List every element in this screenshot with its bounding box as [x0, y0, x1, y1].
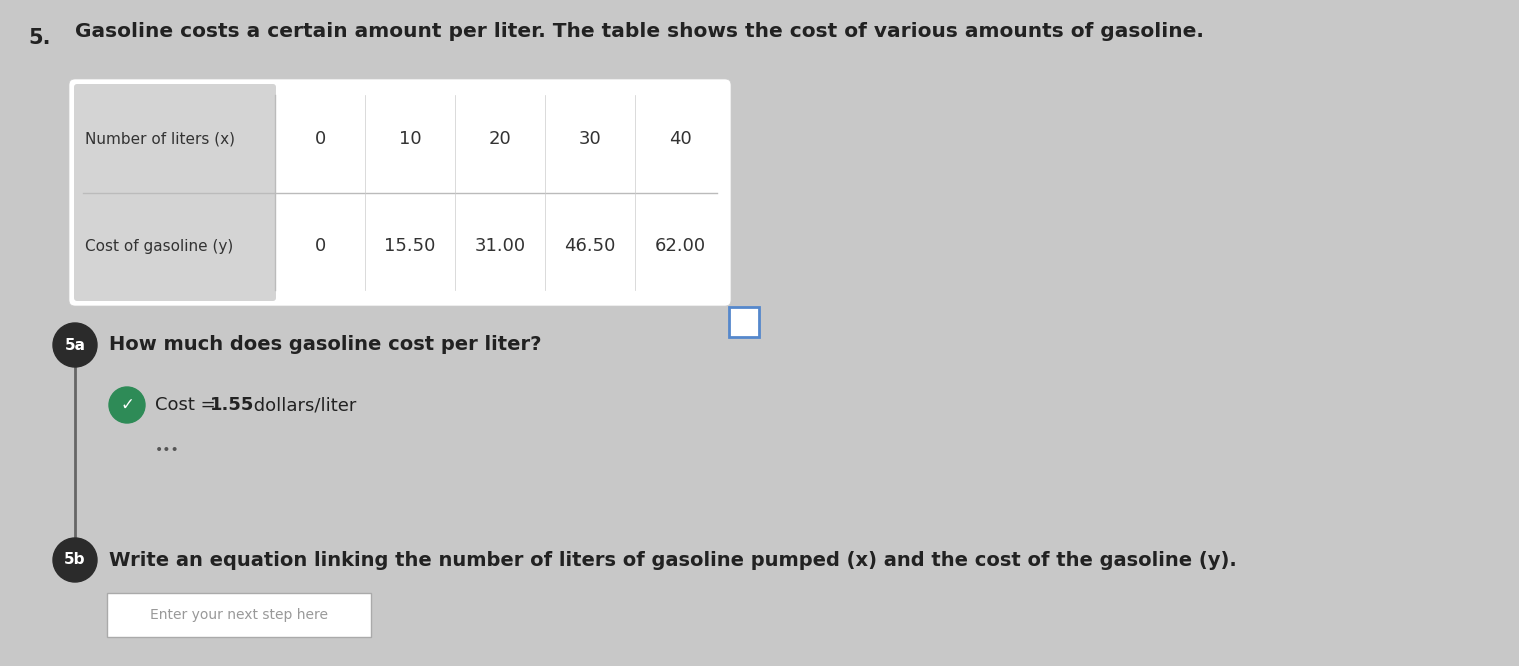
Text: 20: 20	[489, 130, 512, 148]
Text: 5a: 5a	[64, 338, 85, 352]
Text: ✓: ✓	[120, 396, 134, 414]
Circle shape	[53, 323, 97, 367]
Text: 46.50: 46.50	[565, 237, 615, 255]
Text: Enter your next step here: Enter your next step here	[150, 608, 328, 622]
Text: How much does gasoline cost per liter?: How much does gasoline cost per liter?	[109, 336, 541, 354]
FancyBboxPatch shape	[729, 307, 760, 337]
FancyBboxPatch shape	[74, 84, 276, 196]
Text: 1.55: 1.55	[210, 396, 254, 414]
Text: 31.00: 31.00	[474, 237, 526, 255]
FancyBboxPatch shape	[106, 593, 371, 637]
Text: 62.00: 62.00	[655, 237, 705, 255]
Text: 5b: 5b	[64, 553, 85, 567]
Text: 40: 40	[668, 130, 691, 148]
Text: 10: 10	[398, 130, 421, 148]
FancyBboxPatch shape	[74, 190, 276, 301]
Text: Number of liters (x): Number of liters (x)	[85, 131, 235, 147]
FancyBboxPatch shape	[68, 79, 731, 306]
Text: 0: 0	[314, 130, 325, 148]
Text: Cost =: Cost =	[155, 396, 222, 414]
Text: 0: 0	[314, 237, 325, 255]
Text: 30: 30	[579, 130, 602, 148]
Text: Gasoline costs a certain amount per liter. The table shows the cost of various a: Gasoline costs a certain amount per lite…	[74, 22, 1205, 41]
Circle shape	[53, 538, 97, 582]
Text: 15.50: 15.50	[384, 237, 436, 255]
Circle shape	[109, 387, 144, 423]
Text: •••: •••	[155, 443, 179, 457]
Text: Write an equation linking the number of liters of gasoline pumped (x) and the co: Write an equation linking the number of …	[109, 551, 1236, 569]
Text: Cost of gasoline (y): Cost of gasoline (y)	[85, 238, 234, 254]
Text: dollars/liter: dollars/liter	[248, 396, 357, 414]
Text: 5.: 5.	[27, 28, 50, 48]
